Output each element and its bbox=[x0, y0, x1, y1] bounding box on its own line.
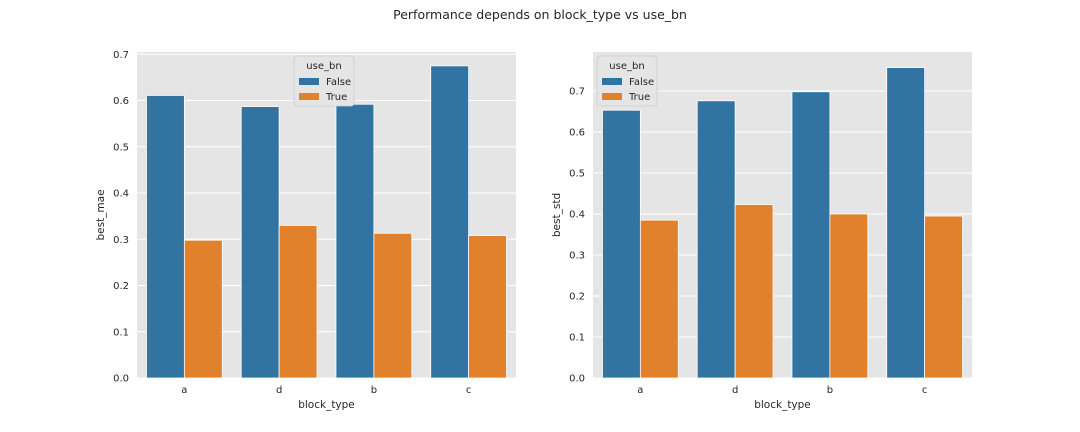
bar-false-c bbox=[886, 67, 926, 379]
legend-label-false: False bbox=[326, 77, 351, 88]
x-tick-label: a bbox=[181, 385, 187, 396]
legend-swatch-false bbox=[299, 78, 319, 85]
y-tick-label: 0.1 bbox=[113, 327, 129, 338]
y-tick-label: 0.0 bbox=[569, 374, 585, 385]
y-tick-label: 0.0 bbox=[113, 374, 129, 385]
x-tick-label: d bbox=[276, 385, 282, 396]
bar-false-d bbox=[240, 106, 280, 379]
y-axis-label: best_mae bbox=[95, 189, 107, 240]
bar-true-a bbox=[639, 219, 679, 379]
y-tick-label: 0.3 bbox=[569, 250, 585, 261]
bar-false-a bbox=[602, 109, 641, 379]
bar-true-d bbox=[734, 204, 774, 379]
bar-false-b bbox=[335, 103, 375, 379]
y-tick-label: 0.1 bbox=[569, 332, 585, 343]
legend-swatch-true bbox=[299, 93, 319, 100]
bar-false-c bbox=[430, 65, 470, 379]
y-tick-label: 0.7 bbox=[569, 86, 585, 97]
y-axis-label: best_std bbox=[551, 193, 563, 237]
legend-title: use_bn bbox=[609, 61, 644, 72]
chart-best-std: 0.0 0.1 0.2 0.3 0.4 0.5 0.6 0.7 a d b c block_type be… bbox=[551, 52, 972, 411]
bar-true-a bbox=[183, 239, 223, 379]
bar-false-b bbox=[791, 91, 831, 379]
x-axis-label: block_type bbox=[754, 399, 811, 411]
bar-true-c bbox=[924, 215, 963, 379]
y-tick-label: 0.4 bbox=[569, 209, 585, 220]
x-tick-label: c bbox=[922, 385, 928, 396]
y-tick-label: 0.5 bbox=[569, 168, 585, 179]
bar-true-b bbox=[829, 213, 869, 379]
x-tick-label: b bbox=[371, 385, 377, 396]
y-tick-label: 0.6 bbox=[569, 127, 585, 138]
legend-title: use_bn bbox=[306, 61, 341, 72]
legend-label-false: False bbox=[629, 77, 654, 88]
y-tick-label: 0.6 bbox=[113, 96, 129, 107]
x-tick-label: a bbox=[637, 385, 643, 396]
legend-swatch-false bbox=[602, 78, 622, 85]
bar-false-d bbox=[696, 100, 736, 379]
x-axis-label: block_type bbox=[298, 399, 355, 411]
legend-label-true: True bbox=[325, 92, 347, 103]
bar-true-d bbox=[278, 225, 318, 379]
y-tick-label: 0.5 bbox=[113, 142, 129, 153]
x-tick-label: c bbox=[466, 385, 472, 396]
y-tick-label: 0.2 bbox=[113, 281, 129, 292]
y-tick-label: 0.2 bbox=[569, 291, 585, 302]
x-tick-label: d bbox=[732, 385, 738, 396]
legend-label-true: True bbox=[628, 92, 650, 103]
y-tick-label: 0.7 bbox=[113, 50, 129, 61]
y-tick-label: 0.4 bbox=[113, 189, 129, 200]
bar-true-c bbox=[468, 235, 507, 379]
bar-false-a bbox=[146, 95, 185, 379]
chart-best-mae: 0.0 0.1 0.2 0.3 0.4 0.5 0.6 0.7 a d b c block_type be… bbox=[95, 50, 516, 411]
x-tick-label: b bbox=[827, 385, 833, 396]
legend-swatch-true bbox=[602, 93, 622, 100]
bar-true-b bbox=[373, 232, 413, 379]
y-tick-label: 0.3 bbox=[113, 235, 129, 246]
figure-title: Performance depends on block_type vs use… bbox=[393, 7, 687, 22]
